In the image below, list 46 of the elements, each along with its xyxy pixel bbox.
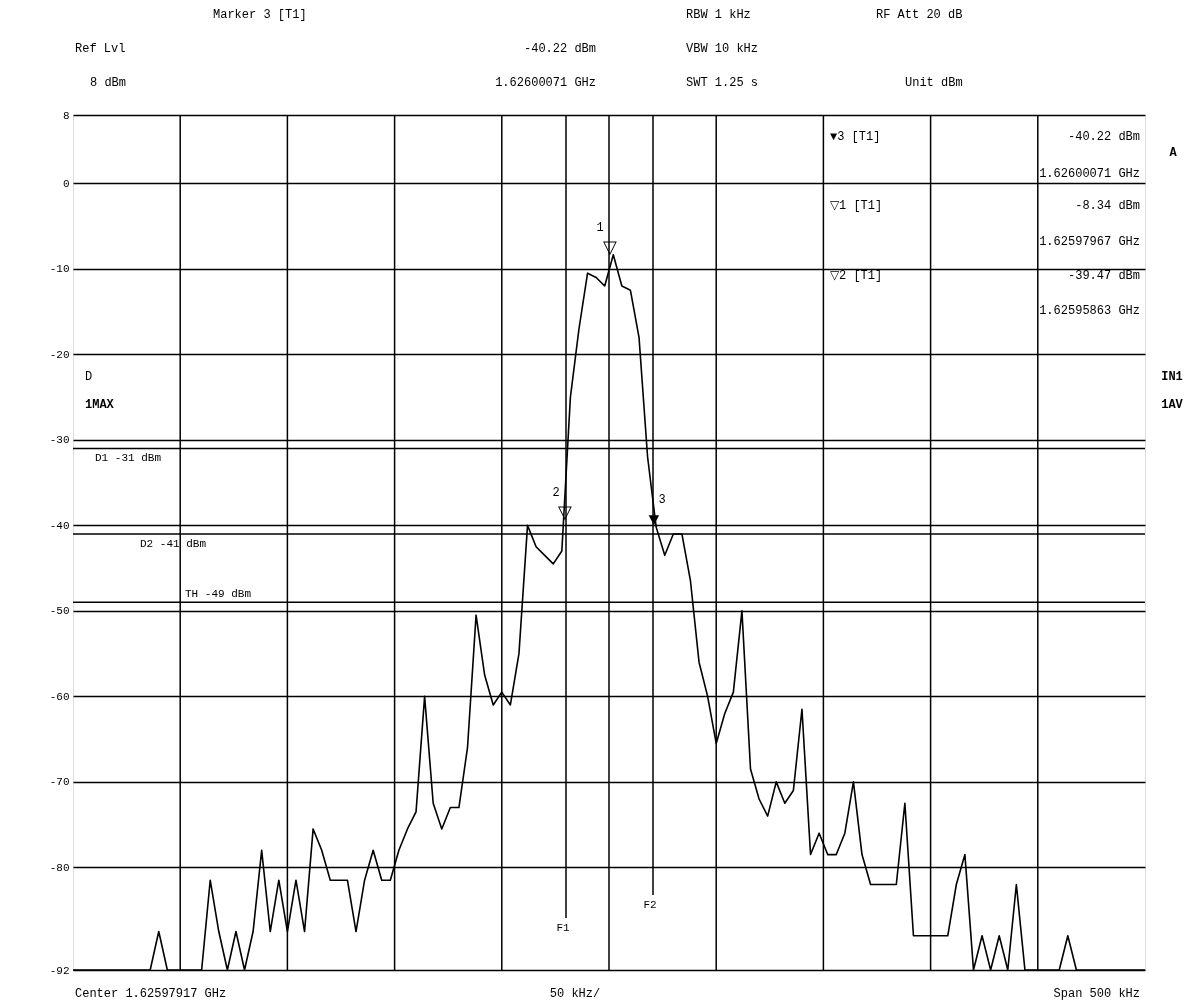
text: 8 dBm — [90, 76, 127, 90]
text: IN1 — [1161, 370, 1183, 384]
text: RF Att 20 dB — [876, 8, 963, 22]
y-tick-label: -50 — [49, 605, 70, 618]
annotation: -8.34 dBm — [1075, 199, 1140, 213]
ref-line-label: TH -49 dBm — [185, 588, 252, 601]
text: SWT 1.25 s — [686, 76, 759, 90]
y-tick-label: -60 — [49, 690, 70, 703]
text: Ref Lvl — [75, 42, 126, 56]
text: F1 — [556, 922, 570, 934]
text: 1AV — [1161, 398, 1184, 412]
y-tick-label: 0 — [62, 177, 70, 190]
annotation: 2 — [552, 486, 560, 500]
text: Span 500 kHz — [1053, 987, 1140, 1001]
text: Marker 3 [T1] — [213, 8, 307, 22]
annotation: D — [85, 370, 93, 384]
text: Center 1.62597917 GHz — [75, 987, 227, 1001]
text: 50 kHz/ — [549, 987, 601, 1001]
ref-line-label: D1 -31 dBm — [95, 452, 162, 465]
text: VBW 10 kHz — [686, 42, 759, 56]
y-tick-label: 8 — [62, 109, 70, 122]
annotation: 1.62597967 GHz — [1039, 235, 1140, 249]
text: RBW 1 kHz — [686, 8, 751, 22]
annotation: -39.47 dBm — [1067, 269, 1140, 283]
y-tick-label: -92 — [49, 964, 70, 977]
y-tick-label: -80 — [49, 861, 70, 874]
y-tick-label: -40 — [49, 519, 70, 532]
annotation: 1.62595863 GHz — [1039, 304, 1140, 318]
text: -40.22 dBm — [523, 42, 596, 56]
annotation: 3 — [658, 493, 666, 507]
annotation: -40.22 dBm — [1067, 130, 1140, 144]
text: A — [1169, 146, 1178, 160]
y-tick-label: -70 — [49, 776, 70, 789]
annotation: ▼3 [T1] — [830, 130, 881, 144]
text: F2 — [643, 899, 657, 911]
annotation: ▽2 [T1] — [830, 269, 883, 283]
annotation: 1 — [596, 221, 604, 235]
annotation: 1.62600071 GHz — [1039, 167, 1140, 181]
y-tick-label: -10 — [49, 263, 70, 276]
annotation: ▽1 [T1] — [830, 199, 883, 213]
text: 1.62600071 GHz — [495, 76, 596, 90]
annotation: 1MAX — [85, 398, 115, 412]
text: Unit dBm — [905, 76, 963, 90]
y-tick-label: -20 — [49, 348, 70, 361]
ref-line-label: D2 -41 dBm — [140, 537, 207, 550]
y-tick-label: -30 — [49, 434, 70, 447]
